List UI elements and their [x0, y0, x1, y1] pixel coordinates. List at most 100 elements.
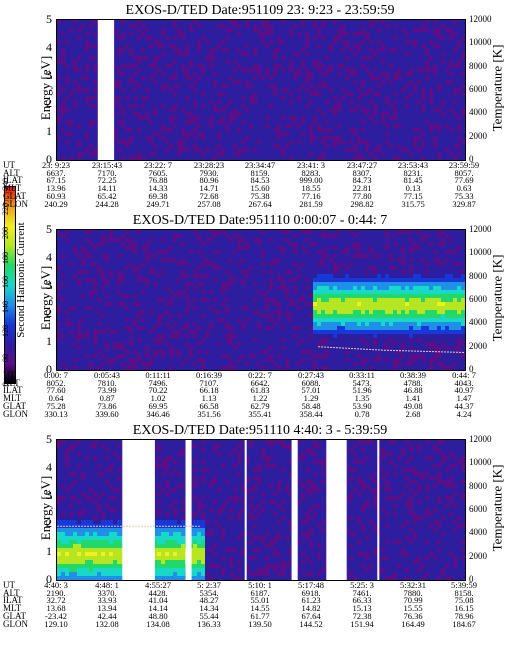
heatmap-cell — [425, 32, 430, 37]
heatmap-cell — [161, 362, 166, 367]
heatmap-cell — [93, 112, 98, 117]
heatmap-cell — [169, 64, 174, 69]
heatmap-cell — [69, 310, 74, 315]
heatmap-cell — [353, 104, 358, 109]
heatmap-cell — [277, 84, 282, 89]
heatmap-cell — [145, 144, 150, 149]
heatmap-cell — [201, 274, 206, 279]
heatmap-cell — [109, 330, 114, 335]
heatmap-cell — [401, 100, 406, 105]
heatmap-cell — [393, 48, 398, 53]
heatmap-cell — [341, 36, 346, 41]
heatmap-cell — [445, 24, 450, 29]
heatmap-cell — [189, 100, 194, 105]
heatmap-cell — [457, 96, 462, 101]
heatmap-cell — [73, 136, 78, 141]
heatmap-cell — [293, 96, 298, 101]
heatmap-cell — [441, 88, 446, 93]
heatmap-cell — [129, 358, 134, 363]
heatmap-cell — [141, 314, 146, 319]
heatmap-cell — [193, 238, 198, 243]
heatmap-cell — [177, 266, 182, 271]
heatmap-cell — [181, 294, 186, 299]
heatmap-cell — [69, 144, 74, 149]
heatmap-cell — [129, 294, 134, 299]
heatmap-cell — [57, 64, 62, 69]
heatmap-cell — [449, 136, 454, 141]
heatmap-cell — [201, 294, 206, 299]
heatmap-cell — [393, 156, 398, 160]
heatmap-cell — [201, 310, 206, 315]
heatmap-cell — [233, 96, 238, 101]
heatmap-cell — [81, 302, 86, 307]
heatmap-cell — [157, 116, 162, 121]
heatmap-cell — [233, 68, 238, 73]
heatmap-cell — [149, 136, 154, 141]
heatmap-cell — [357, 100, 362, 105]
heatmap-cell — [173, 354, 178, 359]
heatmap-cell — [153, 136, 158, 141]
heatmap-cell — [133, 48, 138, 53]
heatmap-cell — [289, 32, 294, 37]
heatmap-cell — [89, 258, 94, 263]
heatmap-cell — [177, 32, 182, 37]
heatmap-cell — [149, 96, 154, 101]
heatmap-cell — [65, 80, 70, 85]
heatmap-cell — [169, 266, 174, 271]
table-cell: 6637. — [46, 167, 66, 178]
heatmap-cell — [153, 100, 158, 105]
heatmap-cell — [429, 124, 434, 129]
heatmap-cell — [321, 140, 326, 145]
heatmap-cell — [89, 322, 94, 327]
heatmap-cell — [209, 84, 214, 89]
heatmap-cell — [173, 266, 178, 271]
heatmap-cell — [425, 76, 430, 81]
heatmap-cell — [117, 342, 122, 347]
heatmap-cell — [197, 358, 202, 363]
heatmap-cell — [425, 144, 430, 149]
heatmap-cell — [333, 40, 338, 45]
heatmap-cell — [253, 20, 258, 25]
heatmap-cell — [121, 108, 126, 113]
heatmap-cell — [369, 128, 374, 133]
heatmap-cell — [69, 72, 74, 77]
heatmap-cell — [349, 84, 354, 89]
heatmap-cell — [177, 36, 182, 41]
heatmap-cell — [113, 144, 118, 149]
heatmap-cell — [189, 342, 194, 347]
heatmap-cell — [213, 76, 218, 81]
heatmap-cell — [177, 68, 182, 73]
heatmap-cell — [345, 72, 350, 77]
heatmap-cell — [101, 342, 106, 347]
heatmap-cell — [441, 116, 446, 121]
heatmap-cell — [77, 68, 82, 73]
heatmap-cell — [273, 120, 278, 125]
heatmap-cell — [221, 80, 226, 85]
heatmap-cell — [153, 156, 158, 160]
heatmap-cell — [317, 148, 322, 153]
heatmap-cell — [377, 32, 382, 37]
heatmap-cell — [273, 156, 278, 160]
heatmap-cell — [173, 338, 178, 343]
y-tick-left: 2 — [46, 96, 52, 110]
heatmap-cell — [121, 350, 126, 355]
heatmap-cell — [145, 286, 150, 291]
heatmap-cell — [257, 144, 262, 149]
heatmap-cell — [133, 298, 138, 303]
heatmap-cell — [157, 310, 162, 315]
heatmap-cell — [89, 72, 94, 77]
heatmap-cell — [129, 88, 134, 93]
heatmap-cell — [193, 350, 198, 355]
heatmap-cell — [181, 40, 186, 45]
heatmap-cell — [245, 32, 250, 37]
heatmap-cell — [289, 128, 294, 133]
heatmap-cell — [81, 76, 86, 81]
heatmap-cell — [181, 342, 186, 347]
heatmap-cell — [153, 104, 158, 109]
heatmap-cell — [173, 334, 178, 339]
heatmap-cell — [145, 290, 150, 295]
heatmap-cell — [125, 238, 130, 243]
heatmap-cell — [149, 88, 154, 93]
heatmap-cell — [157, 278, 162, 283]
heatmap-cell — [225, 116, 230, 121]
